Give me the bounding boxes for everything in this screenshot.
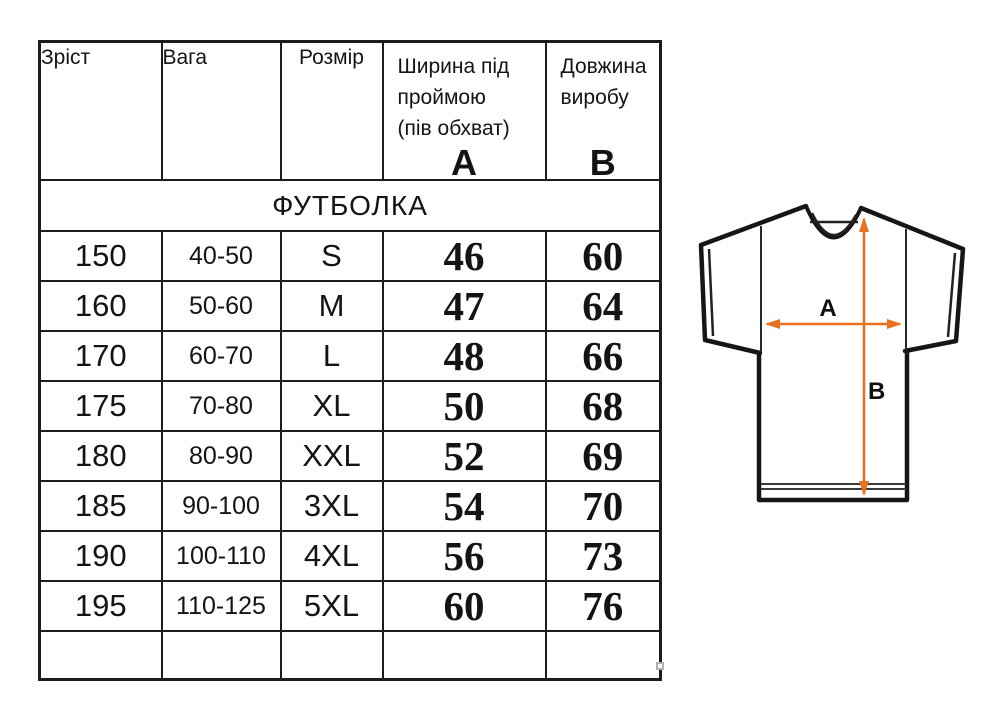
header-width-a: Ширина під проймою (пів обхват) А bbox=[381, 40, 547, 181]
header-length-b: Довжина виробу В bbox=[544, 40, 662, 181]
tshirt-outline bbox=[698, 203, 809, 356]
cell-weight: 90-100 bbox=[160, 480, 282, 532]
empty-cell bbox=[279, 630, 384, 680]
table-row: 195 110-125 5XL 60 76 bbox=[38, 580, 662, 632]
table-row: 180 80-90 XXL 52 69 bbox=[38, 430, 662, 482]
cell-width-a: 50 bbox=[381, 380, 547, 432]
cell-width-a: 52 bbox=[381, 430, 547, 482]
header-width-line: (пів обхват) bbox=[397, 117, 510, 140]
cuff-line-right bbox=[946, 252, 957, 338]
cell-length-b: 64 bbox=[544, 280, 662, 332]
tshirt-body-fill bbox=[701, 206, 963, 500]
cell-size: XL bbox=[279, 380, 384, 432]
cell-size: XXL bbox=[279, 430, 384, 482]
header-width-line: Ширина під bbox=[397, 55, 510, 78]
section-title: ФУТБОЛКА bbox=[38, 179, 662, 232]
label-a: A bbox=[819, 295, 836, 322]
header-letter-b: В bbox=[589, 142, 616, 180]
cell-length-b: 66 bbox=[544, 330, 662, 382]
cell-width-a: 60 bbox=[381, 580, 547, 632]
table-row: 170 60-70 L 48 66 bbox=[38, 330, 662, 382]
header-length-line: виробу bbox=[560, 86, 629, 109]
header-size: Розмір bbox=[279, 40, 384, 181]
tshirt-outline bbox=[756, 348, 910, 503]
cell-height: 150 bbox=[38, 230, 163, 282]
cell-size: S bbox=[279, 230, 384, 282]
cell-width-a: 46 bbox=[381, 230, 547, 282]
header-length-line: Довжина bbox=[560, 55, 647, 78]
table-row: 160 50-60 M 47 64 bbox=[38, 280, 662, 332]
cell-size: 4XL bbox=[279, 530, 384, 582]
cell-width-a: 48 bbox=[381, 330, 547, 382]
cell-weight: 40-50 bbox=[160, 230, 282, 282]
measure-arrow-a bbox=[765, 319, 902, 329]
measure-arrow-b bbox=[859, 217, 869, 496]
section-row: ФУТБОЛКА bbox=[38, 179, 662, 232]
collar-outer bbox=[804, 205, 863, 240]
header-letter-a: А bbox=[451, 142, 477, 180]
label-b: B bbox=[868, 378, 885, 405]
cell-width-a: 54 bbox=[381, 480, 547, 532]
cell-length-b: 60 bbox=[544, 230, 662, 282]
cell-height: 190 bbox=[38, 530, 163, 582]
cell-length-b: 69 bbox=[544, 430, 662, 482]
cell-length-b: 73 bbox=[544, 530, 662, 582]
table-row: 185 90-100 3XL 54 70 bbox=[38, 480, 662, 532]
table-row: 175 70-80 XL 50 68 bbox=[38, 380, 662, 432]
cell-height: 180 bbox=[38, 430, 163, 482]
empty-cell bbox=[544, 630, 662, 680]
table-row: 190 100-110 4XL 56 73 bbox=[38, 530, 662, 582]
cell-weight: 110-125 bbox=[160, 580, 282, 632]
empty-cell bbox=[38, 630, 163, 680]
cell-height: 195 bbox=[38, 580, 163, 632]
cuff-line-left bbox=[707, 248, 715, 337]
header-row: Зріст Вага Розмір Ширина під проймою (пі… bbox=[38, 40, 662, 181]
cell-weight: 80-90 bbox=[160, 430, 282, 482]
cell-weight: 100-110 bbox=[160, 530, 282, 582]
cell-weight: 70-80 bbox=[160, 380, 282, 432]
cell-width-a: 47 bbox=[381, 280, 547, 332]
cell-size: 5XL bbox=[279, 580, 384, 632]
tshirt-diagram: A B bbox=[688, 192, 998, 527]
cell-height: 185 bbox=[38, 480, 163, 532]
cell-width-a: 56 bbox=[381, 530, 547, 582]
tshirt-outline bbox=[858, 205, 966, 354]
cell-height: 160 bbox=[38, 280, 163, 332]
cell-size: L bbox=[279, 330, 384, 382]
empty-row bbox=[38, 630, 662, 680]
header-height: Зріст bbox=[38, 40, 163, 181]
header-weight: Вага bbox=[160, 40, 282, 181]
empty-cell bbox=[160, 630, 282, 680]
cell-height: 175 bbox=[38, 380, 163, 432]
size-chart-table: Зріст Вага Розмір Ширина під проймою (пі… bbox=[38, 40, 662, 681]
cell-length-b: 70 bbox=[544, 480, 662, 532]
cell-height: 170 bbox=[38, 330, 163, 382]
header-width-line: проймою bbox=[397, 86, 486, 109]
cell-size: M bbox=[279, 280, 384, 332]
cell-size: 3XL bbox=[279, 480, 384, 532]
empty-cell bbox=[381, 630, 547, 680]
cell-weight: 50-60 bbox=[160, 280, 282, 332]
cell-length-b: 68 bbox=[544, 380, 662, 432]
cell-length-b: 76 bbox=[544, 580, 662, 632]
cell-weight: 60-70 bbox=[160, 330, 282, 382]
table-resize-handle bbox=[656, 662, 664, 670]
table-row: 150 40-50 S 46 60 bbox=[38, 230, 662, 282]
